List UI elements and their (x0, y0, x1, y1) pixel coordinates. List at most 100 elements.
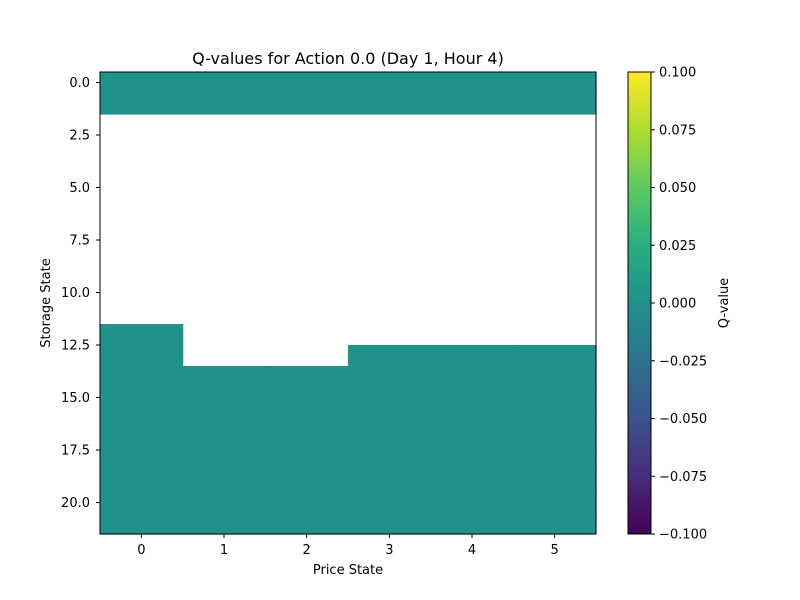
heatmap-cell (100, 408, 184, 430)
heatmap-cell (513, 366, 597, 388)
heatmap-cell (265, 93, 349, 115)
plot-frame (99, 71, 597, 535)
heatmap-cell (348, 492, 432, 514)
colorbar-ticks: 0.100 0.075 0.050 0.025 0.000 −0.025 −0.050 −0.… (651, 66, 707, 543)
heatmap-cell (513, 345, 597, 367)
heatmap-cell (265, 408, 349, 430)
heatmap-cell (182, 429, 266, 451)
heatmap-cell (348, 429, 432, 451)
heatmap-cell (513, 72, 597, 94)
heatmap-cell (265, 492, 349, 514)
heatmap-cell (430, 345, 514, 367)
heatmap-cell (265, 72, 349, 94)
heatmap-cell (182, 72, 266, 94)
heatmap-cell (182, 450, 266, 472)
heatmap-cell (513, 471, 597, 493)
y-tick-label: 5.0 (69, 181, 90, 196)
heatmap-cell (430, 72, 514, 94)
heatmap-cell (348, 450, 432, 472)
x-tick-label: 0 (137, 543, 145, 558)
heatmap-cell (265, 429, 349, 451)
heatmap-cell (430, 450, 514, 472)
heatmap-cell (430, 387, 514, 409)
x-tick-label: 4 (468, 543, 476, 558)
colorbar-tick-label: 0.050 (659, 181, 696, 196)
heatmap-cell (513, 513, 597, 535)
heatmap-cell (348, 387, 432, 409)
x-tick-label: 1 (220, 543, 228, 558)
colorbar-tick-label: 0.025 (659, 239, 696, 254)
x-axis-ticks: 0 1 2 3 4 5 (137, 534, 559, 558)
colorbar-tick-label: −0.100 (659, 528, 707, 543)
y-tick-label: 10.0 (61, 286, 90, 301)
heatmap-cell (182, 492, 266, 514)
heatmap-cell (182, 366, 266, 388)
colorbar-tick-label: −0.050 (659, 412, 707, 427)
heatmap-cell (100, 513, 184, 535)
heatmap-cell (348, 72, 432, 94)
heatmap-cell (513, 450, 597, 472)
heatmap-cell (100, 345, 184, 367)
heatmap-cell (348, 471, 432, 493)
heatmap-cell (430, 93, 514, 115)
heatmap-cell (100, 471, 184, 493)
heatmap-cell (100, 429, 184, 451)
heatmap-cell (182, 408, 266, 430)
y-tick-label: 15.0 (61, 391, 90, 406)
heatmap-cell (265, 513, 349, 535)
colorbar-label: Q-value (717, 278, 732, 328)
y-tick-label: 0.0 (69, 76, 90, 91)
heatmap-cell (265, 471, 349, 493)
chart-title: Q-values for Action 0.0 (Day 1, Hour 4) (192, 49, 504, 68)
y-tick-label: 20.0 (61, 496, 90, 511)
heatmap-cell (265, 450, 349, 472)
heatmap-cell (348, 366, 432, 388)
y-axis-label: Storage State (39, 258, 54, 347)
heatmap-cell (100, 492, 184, 514)
heatmap-cell (430, 429, 514, 451)
heatmap-cell (430, 408, 514, 430)
heatmap-cell (265, 387, 349, 409)
heatmap-cell (348, 345, 432, 367)
heatmap-cell (513, 429, 597, 451)
heatmap-cell (513, 93, 597, 115)
colorbar-tick-label: 0.000 (659, 297, 696, 312)
heatmap-cell (182, 513, 266, 535)
x-tick-label: 2 (303, 543, 311, 558)
heatmap-cell (430, 492, 514, 514)
heatmap-cell (430, 366, 514, 388)
heatmap-cell (100, 366, 184, 388)
heatmap-cell (348, 408, 432, 430)
heatmap-cell (348, 513, 432, 535)
y-tick-label: 12.5 (61, 339, 90, 354)
x-tick-label: 3 (385, 543, 393, 558)
heatmap-cell (100, 93, 184, 115)
heatmap-cell (265, 366, 349, 388)
x-tick-label: 5 (551, 543, 559, 558)
heatmap-cell (348, 93, 432, 115)
heatmap-cell (513, 492, 597, 514)
heatmap-cell (430, 471, 514, 493)
y-tick-label: 17.5 (61, 444, 90, 459)
heatmap-cell (182, 471, 266, 493)
colorbar-tick-label: 0.075 (659, 123, 696, 138)
heatmap-cell (100, 72, 184, 94)
heatmap-cell (182, 93, 266, 115)
heatmap-cell (100, 450, 184, 472)
colorbar (627, 71, 652, 535)
heatmap-cells (100, 72, 597, 535)
heatmap-cell (430, 513, 514, 535)
heatmap-cell (513, 387, 597, 409)
heatmap-cell (100, 324, 184, 346)
colorbar-tick-label: −0.075 (659, 470, 707, 485)
heatmap-cell (513, 408, 597, 430)
x-axis-label: Price State (313, 563, 383, 578)
y-tick-label: 7.5 (69, 234, 90, 249)
heatmap-cell (182, 387, 266, 409)
y-tick-label: 2.5 (69, 129, 90, 144)
y-axis-ticks: 0.0 2.5 5.0 7.5 10.0 12.5 15.0 17.5 20.0 (61, 76, 100, 511)
colorbar-tick-label: −0.025 (659, 354, 707, 369)
heatmap-cell (100, 387, 184, 409)
colorbar-tick-label: 0.100 (659, 66, 696, 81)
